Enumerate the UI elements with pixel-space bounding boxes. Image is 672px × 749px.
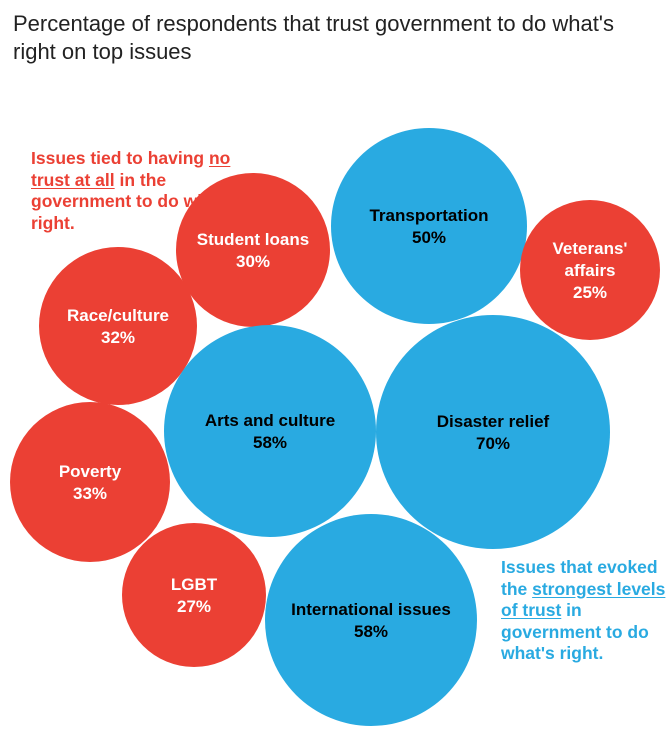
bubble-race-culture: Race/culture 32%: [39, 247, 197, 405]
bubble-transportation: Transportation 50%: [331, 128, 527, 324]
bubble-circle: [39, 247, 197, 405]
bubble-value-label: 25%: [573, 283, 607, 302]
bubble-value-label: 70%: [476, 434, 510, 453]
bubble-value-label: 33%: [73, 484, 107, 503]
bubble-name-label: Race/culture: [67, 306, 169, 325]
bubble-name-label: Veterans': [553, 239, 628, 258]
bubble-value-label: 58%: [253, 433, 287, 452]
bubble-value-label: 30%: [236, 252, 270, 271]
bubble-name-label: affairs: [564, 261, 615, 280]
strong-trust-annotation: Issues that evoked the strongest levels …: [501, 557, 671, 665]
bubble-value-label: 50%: [412, 228, 446, 247]
bubble-name-label: Poverty: [59, 462, 122, 481]
bubble-value-label: 58%: [354, 622, 388, 641]
bubble-circle: [520, 200, 660, 340]
bubble-name-label: Transportation: [369, 206, 488, 225]
no-trust-annotation-post: in the government to do what's right.: [31, 169, 238, 233]
bubble-student-loans: Student loans 30%: [176, 173, 330, 327]
bubble-name-label: International issues: [291, 600, 451, 619]
no-trust-annotation-pre: Issues tied to having: [31, 148, 209, 168]
bubble-lgbt: LGBT 27%: [122, 523, 266, 667]
bubble-arts-and-culture: Arts and culture 58%: [164, 325, 376, 537]
chart-title: Percentage of respondents that trust gov…: [13, 11, 615, 64]
strong-trust-annotation-pre: Issues that evoked the: [501, 557, 658, 599]
strong-trust-annotation-emphasis: strongest levels of trust: [501, 578, 666, 621]
strong-trust-annotation-post: in government to do what's right.: [501, 600, 649, 663]
no-trust-annotation-emphasis: no trust at all: [31, 148, 231, 190]
bubble-name-label: Arts and culture: [205, 411, 335, 430]
bubble-international-issues: International issues 58%: [265, 514, 477, 726]
bubble-circle: [164, 325, 376, 537]
bubble-veterans-affairs: Veterans' affairs 25%: [520, 200, 660, 340]
bubble-value-label: 32%: [101, 328, 135, 347]
bubble-circle: [376, 315, 610, 549]
bubble-circle: [331, 128, 527, 324]
bubble-value-label: 27%: [177, 597, 211, 616]
bubble-circle: [122, 523, 266, 667]
bubble-name-label: LGBT: [171, 575, 218, 594]
bubble-disaster-relief: Disaster relief 70%: [376, 315, 610, 549]
no-trust-annotation: Issues tied to having no trust at all in…: [31, 148, 241, 234]
bubble-circle: [176, 173, 330, 327]
bubble-circle: [265, 514, 477, 726]
bubble-name-label: Student loans: [197, 230, 309, 249]
bubble-poverty: Poverty 33%: [10, 402, 170, 562]
bubble-circle: [10, 402, 170, 562]
bubble-name-label: Disaster relief: [437, 412, 550, 431]
